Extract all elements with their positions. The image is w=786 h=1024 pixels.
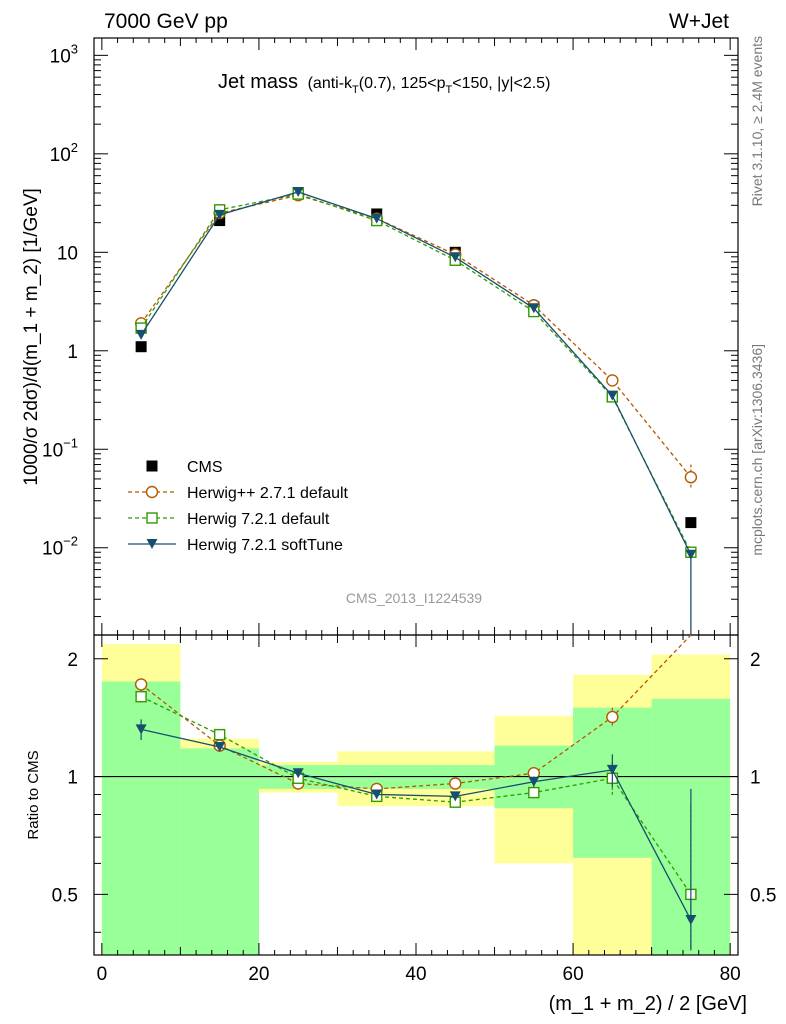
data-point (606, 390, 618, 401)
data-point (685, 549, 697, 560)
data-point (606, 374, 619, 387)
legend-marker (146, 512, 158, 524)
ratio-line-1 (140, 696, 692, 895)
ratio-point (528, 776, 540, 787)
ratio-point (449, 791, 461, 802)
legend: CMS Herwig++ 2.7.1 default Herwig 7.2.1 de… (128, 459, 349, 554)
data-point (684, 471, 698, 484)
analysis-watermark: CMS_2013_I1224539 (346, 590, 482, 606)
x-tick-label: 0 (97, 964, 108, 985)
legend-marker (146, 460, 158, 472)
plot-title: Jet mass (anti-kT(0.7), 125<pT<150, |y|<… (218, 71, 550, 96)
x-tick-label: 40 (405, 964, 426, 985)
ratio-point (213, 728, 226, 741)
ratio-y-tick-label: 0.5 (52, 885, 78, 906)
y-axis-label: 1000/σ 2dσ)/d(m_1 + m_2) [1/GeV] (21, 188, 42, 486)
ratio-point (371, 789, 383, 800)
ratio-point (606, 710, 619, 724)
ratio-point (135, 690, 147, 703)
ratio-point (134, 678, 148, 691)
ratio-y-axis-label: Ratio to CMS (25, 750, 42, 839)
series-line-2 (140, 193, 692, 553)
y-tick-label: 102 (50, 140, 78, 166)
ratio-point (528, 786, 540, 799)
ratio-y-tick-label: 1 (67, 768, 78, 789)
y-tick-label: 1 (67, 342, 78, 363)
data-point (214, 209, 226, 220)
header-right: W+Jet (669, 10, 729, 33)
ratio-y-tick-label-right: 0.5 (750, 885, 776, 906)
data-point (292, 186, 304, 197)
ratio-line-2 (140, 728, 692, 921)
series-line-1 (140, 194, 692, 478)
data-point (371, 213, 383, 224)
ratio-y-tick-label-right: 2 (750, 650, 761, 671)
ratio-y-tick-label-right: 1 (750, 768, 761, 789)
y-tick-label: 10−1 (42, 435, 78, 461)
x-axis-label: (m_1 + m_2) / 2 [GeV] (549, 993, 747, 1015)
rivet-version: Rivet 3.1.10, ≥ 2.4M events (749, 36, 765, 206)
data-point (528, 303, 540, 314)
ratio-point (135, 724, 147, 735)
main-series (134, 186, 698, 635)
y-tick-label: 103 (50, 41, 78, 67)
legend-marker (146, 539, 158, 549)
x-tick-label: 60 (563, 964, 584, 985)
ratio-point (214, 742, 226, 752)
y-tick-label: 10 (57, 243, 78, 264)
header-left: 7000 GeV pp (104, 10, 228, 33)
series-line-3 (140, 191, 692, 555)
ratio-band-green (180, 748, 259, 955)
ratio-point (685, 915, 697, 926)
data-point (214, 215, 226, 227)
x-tick-label: 80 (720, 964, 741, 985)
data-point (685, 517, 697, 529)
legend-label: Herwig++ 2.7.1 default (187, 485, 349, 502)
mcplots-reference: mcplots.cern.ch [arXiv:1306.3436] (749, 344, 765, 556)
data-point (135, 341, 147, 353)
ratio-series (134, 634, 697, 951)
ratio-y-tick-label: 2 (67, 650, 78, 671)
data-point (449, 252, 461, 263)
y-tick-label: 10−2 (42, 534, 78, 560)
legend-label: Herwig 7.2.1 softTune (187, 537, 343, 554)
x-tick-label: 20 (248, 964, 269, 985)
legend-label: CMS (187, 459, 223, 476)
ratio-point (292, 768, 304, 779)
ratio-point (606, 764, 618, 775)
legend-label: Herwig 7.2.1 default (187, 511, 330, 528)
data-point (135, 329, 147, 340)
legend-marker (145, 485, 159, 499)
ratio-point (449, 777, 462, 790)
